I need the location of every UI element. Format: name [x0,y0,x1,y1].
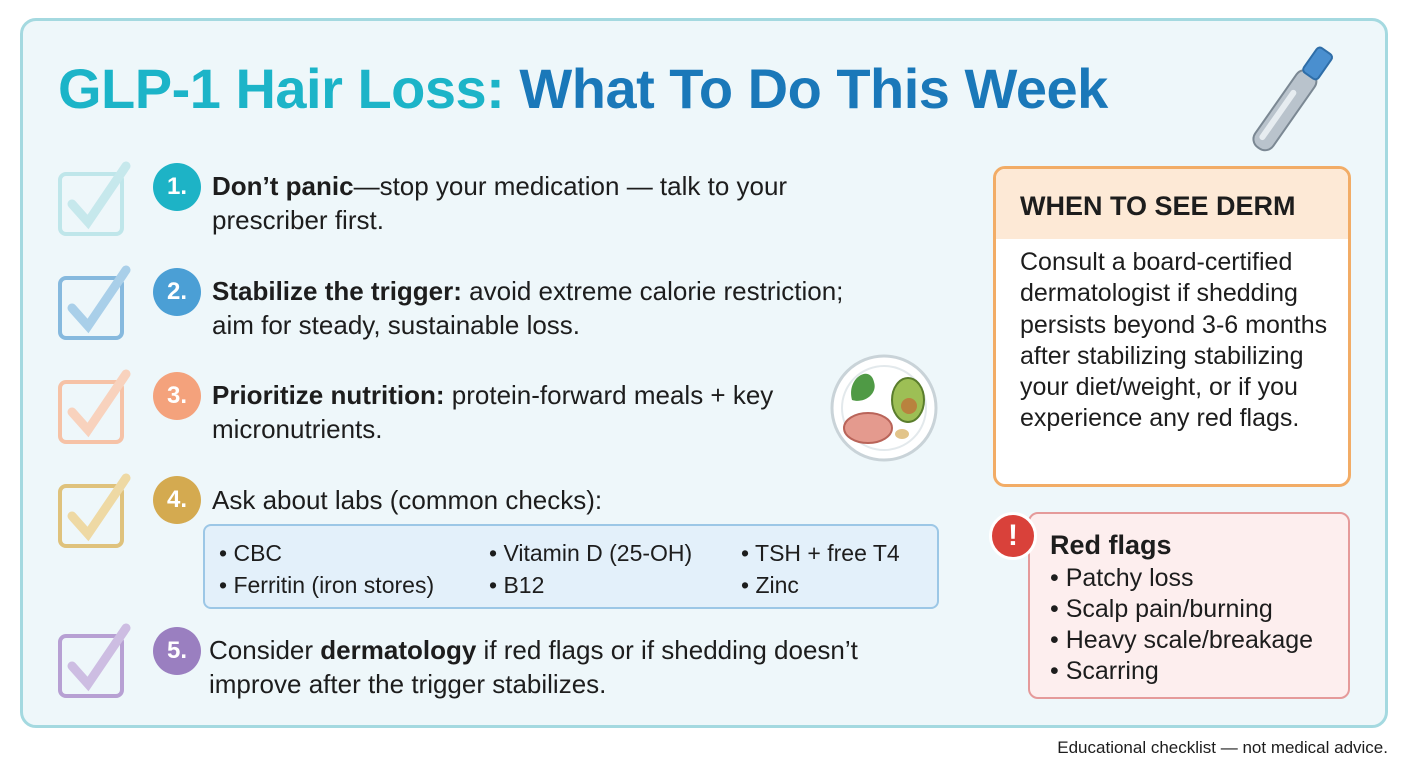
step-number: 2. [153,268,201,316]
derm-box: WHEN TO SEE DERM Consult a board-certifi… [993,166,1351,487]
step-bold: dermatology [320,635,477,665]
step-text: Ask about labs (common checks): [212,483,862,517]
step-body: Ask about labs (common checks): [212,485,603,515]
red-flags-title: Red flags [1050,530,1172,560]
lab-item: Vitamin D (25-OH) [489,540,692,567]
checkbox [58,369,131,444]
checkbox [58,473,131,548]
warning-icon: ! [989,512,1037,560]
step-text: Don’t panic—stop your medication — talk … [212,169,862,237]
pen-icon [1252,46,1334,152]
red-flag-item: Heavy scale/breakage [1050,626,1313,655]
footer: Educational checklist — not medical advi… [1057,738,1388,757]
checkbox [58,265,131,340]
step-text: Consider dermatology if red flags or if … [209,633,879,701]
step-number: 3. [153,372,201,420]
lab-item: CBC [219,540,282,567]
step-body: —stop your medication — talk to your pre… [212,171,788,235]
step-bold: Don’t panic [212,171,354,201]
step-body: Consider [209,635,321,665]
lab-item: Ferritin (iron stores) [219,572,434,599]
step-body: avoid extreme calorie restriction; aim f… [212,276,844,340]
red-flag-item: Scarring [1050,657,1159,686]
red-flag-item: Scalp pain/burning [1050,595,1273,624]
step-bold: Prioritize nutrition: [212,380,445,410]
title-part: What To Do This Week [519,57,1108,120]
step-number: 4. [153,476,201,524]
lab-item: Zinc [741,572,798,599]
lab-item: TSH + free T4 [741,540,900,567]
red-flag-item: Patchy loss [1050,564,1194,593]
plate-icon [830,354,938,462]
lab-item: B12 [489,572,544,599]
step-body: if red flags or if shedding doesn’t impr… [209,635,858,699]
derm-title: WHEN TO SEE DERM [996,169,1348,239]
labs-box: CBC Vitamin D (25-OH) TSH + free T4 Ferr… [203,524,939,609]
step-number: 5. [153,627,201,675]
title: GLP-1 Hair Loss: What To Do This Week [58,56,1108,121]
red-flags-box: Red flags Patchy loss Scalp pain/burning… [1028,512,1350,699]
checkbox [58,161,131,236]
step-bold: Stabilize the trigger: [212,276,462,306]
step-number: 1. [153,163,201,211]
checkbox [58,623,131,698]
step-body: protein-forward meals + key micronutrien… [212,380,774,444]
step-text: Stabilize the trigger: avoid extreme cal… [212,274,862,342]
step-text: Prioritize nutrition: protein-forward me… [212,378,812,446]
derm-text: Consult a board-certified dermatologist … [1020,248,1328,433]
title-part: GLP-1 Hair Loss: [58,57,505,120]
